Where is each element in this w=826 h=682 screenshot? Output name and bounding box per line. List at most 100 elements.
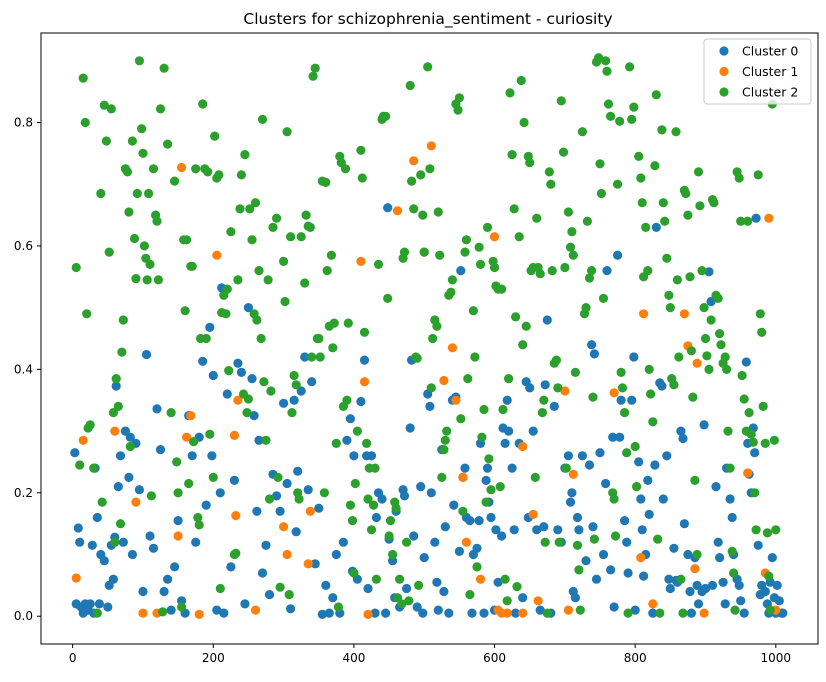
data-point	[596, 188, 607, 199]
data-point	[352, 426, 362, 436]
x-tick-label: 1000	[761, 651, 792, 665]
data-point	[772, 580, 782, 591]
data-point	[125, 441, 135, 452]
data-point	[447, 343, 457, 353]
data-point	[504, 374, 514, 384]
data-point	[632, 482, 642, 492]
data-point	[697, 266, 707, 276]
data-point	[591, 574, 602, 584]
data-point	[198, 99, 208, 109]
data-point	[314, 333, 324, 344]
data-point	[685, 272, 695, 282]
data-point	[356, 256, 366, 266]
data-point	[489, 232, 500, 242]
data-point	[250, 198, 261, 208]
data-point	[713, 293, 723, 303]
data-point	[535, 605, 545, 615]
data-point	[629, 352, 639, 362]
data-point	[310, 559, 320, 569]
data-point	[736, 216, 746, 226]
data-point	[426, 488, 436, 498]
data-point	[636, 173, 646, 183]
data-point	[518, 340, 528, 350]
data-point	[584, 273, 595, 283]
data-point	[594, 53, 604, 63]
data-point	[646, 389, 656, 399]
data-point	[317, 609, 327, 620]
x-tick-label: 0	[69, 651, 77, 665]
data-point	[454, 546, 464, 557]
data-point	[127, 136, 137, 146]
data-point	[460, 463, 470, 473]
data-point	[686, 608, 697, 618]
chart-title: Clusters for schizophrenia_sentiment - c…	[243, 10, 612, 29]
data-point	[113, 482, 123, 492]
data-point	[650, 460, 660, 470]
data-point	[468, 306, 478, 316]
data-point	[678, 608, 688, 618]
data-point	[609, 494, 619, 504]
data-point	[686, 346, 697, 356]
data-point	[662, 253, 672, 263]
data-point	[261, 435, 271, 445]
data-point	[163, 574, 173, 584]
data-point	[96, 188, 106, 199]
data-point	[321, 177, 331, 187]
data-point	[145, 259, 155, 269]
data-point	[383, 293, 393, 303]
data-point	[540, 380, 550, 390]
data-point	[565, 242, 576, 252]
data-point	[755, 309, 765, 319]
data-point	[291, 527, 301, 537]
data-point	[577, 451, 588, 461]
data-point	[539, 395, 549, 405]
data-point	[643, 475, 653, 485]
data-point	[300, 278, 310, 288]
legend-label: Cluster 0	[742, 44, 798, 59]
data-point	[425, 164, 435, 174]
data-point	[409, 204, 419, 214]
data-point	[695, 201, 705, 211]
data-point	[627, 395, 637, 405]
data-point	[625, 62, 635, 72]
data-point	[307, 352, 317, 362]
data-point	[205, 322, 215, 332]
data-point	[118, 537, 128, 547]
data-point	[75, 537, 85, 547]
data-point	[651, 90, 661, 100]
data-point	[395, 574, 405, 584]
data-point	[113, 401, 123, 411]
data-point	[252, 315, 262, 325]
data-point	[153, 275, 163, 285]
data-point	[602, 266, 612, 276]
data-point	[630, 605, 640, 615]
data-point	[603, 99, 614, 109]
series-2	[71, 53, 781, 618]
data-point	[371, 512, 381, 523]
data-point	[495, 482, 505, 492]
data-point	[463, 374, 473, 384]
data-point	[229, 475, 239, 485]
data-point	[203, 167, 213, 177]
data-point	[303, 559, 313, 569]
data-point	[419, 553, 429, 563]
data-point	[80, 117, 90, 128]
data-point	[757, 327, 767, 337]
data-point	[110, 426, 120, 436]
data-point	[758, 401, 768, 411]
data-point	[342, 395, 352, 405]
data-point	[231, 510, 241, 521]
data-point	[767, 553, 777, 563]
data-point	[461, 537, 471, 547]
data-point	[370, 608, 380, 618]
data-point	[540, 537, 550, 547]
data-point	[108, 574, 118, 584]
data-point	[699, 303, 709, 313]
data-point	[609, 602, 619, 612]
data-point	[546, 179, 556, 189]
data-point	[588, 522, 598, 532]
data-point	[681, 188, 691, 199]
data-point	[139, 241, 149, 251]
data-point	[587, 266, 597, 276]
y-tick-label: 0.8	[14, 115, 33, 129]
